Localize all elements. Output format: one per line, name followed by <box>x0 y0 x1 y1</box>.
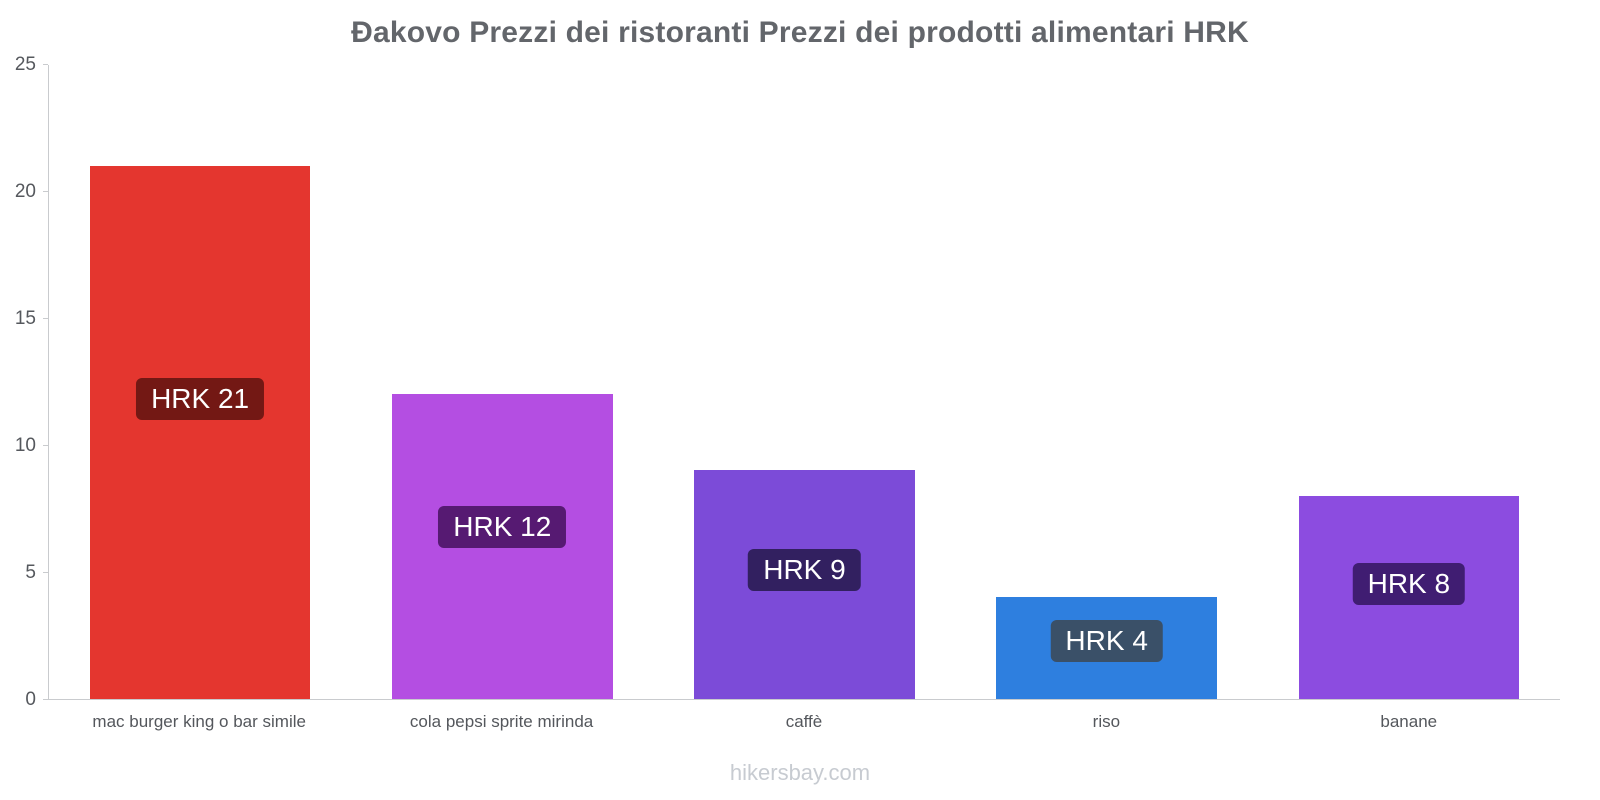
bar-1: HRK 21 <box>89 165 311 699</box>
bar-value-label: HRK 4 <box>1050 620 1163 663</box>
bar-slot: HRK 9 <box>653 65 955 699</box>
y-axis-tick-label: 25 <box>14 54 36 75</box>
y-axis-tick-mark <box>43 64 48 65</box>
x-axis: mac burger king o bar simile cola pepsi s… <box>48 712 1560 732</box>
bar-value-label: HRK 9 <box>748 548 861 591</box>
y-axis-tick-mark <box>43 191 48 192</box>
y-axis-tick-mark <box>43 445 48 446</box>
bar-5: HRK 8 <box>1298 495 1520 699</box>
x-axis-category-label: cola pepsi sprite mirinda <box>409 712 594 731</box>
bar-3: HRK 9 <box>694 470 915 699</box>
y-axis-tick-label: 10 <box>14 435 36 456</box>
y-axis-tick-label: 15 <box>14 308 36 329</box>
bar-value-label: HRK 8 <box>1352 563 1466 606</box>
y-axis-tick-label: 5 <box>25 562 36 583</box>
bar-4: HRK 4 <box>996 597 1217 699</box>
plot-area: HRK 21 HRK 12 HRK 9 HRK 4 HRK 8 <box>48 65 1560 700</box>
y-axis-tick-mark <box>43 572 48 573</box>
bar-slot: HRK 4 <box>956 65 1258 699</box>
x-axis-category-label: caffè <box>785 712 823 731</box>
bar-slot: HRK 12 <box>351 65 653 699</box>
bar-slot: HRK 8 <box>1258 65 1560 699</box>
bar-2: HRK 12 <box>391 394 613 699</box>
watermark: hikersbay.com <box>729 760 871 785</box>
chart-title: Đakovo Prezzi dei ristoranti Prezzi dei … <box>351 16 1249 49</box>
y-axis: 0 5 10 15 20 25 <box>0 54 48 710</box>
y-axis-tick-label: 0 <box>25 689 36 710</box>
bar-value-label: HRK 12 <box>438 506 567 549</box>
x-axis-category-label: mac burger king o bar simile <box>92 712 306 731</box>
x-axis-category-label: banane <box>1380 712 1438 731</box>
y-axis-tick-mark <box>43 699 48 700</box>
bar-slot: HRK 21 <box>49 65 351 699</box>
y-axis-tick-mark <box>43 318 48 319</box>
bar-value-label: HRK 21 <box>136 378 265 421</box>
x-axis-category-label: riso <box>1092 712 1121 731</box>
y-axis-tick-label: 20 <box>14 181 36 202</box>
